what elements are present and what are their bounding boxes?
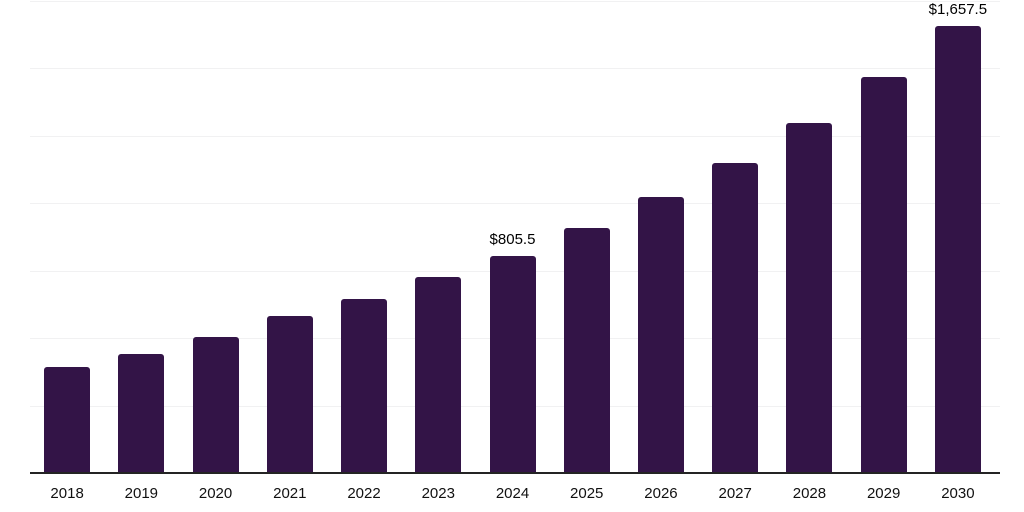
bar-2020[interactable] (192, 337, 239, 473)
bar-2025[interactable] (563, 228, 610, 473)
bar-2030[interactable] (934, 25, 981, 473)
data-label-2030: $1,657.5 (928, 0, 988, 18)
x-tick-label-2027: 2027 (718, 485, 752, 502)
x-tick-label-2024: 2024 (495, 485, 530, 502)
x-tick-label-2030: 2030 (941, 485, 975, 502)
bar-2027[interactable] (712, 162, 759, 473)
x-tick-label-2028: 2028 (792, 485, 827, 502)
bar-2024[interactable] (489, 255, 536, 473)
bar-2026[interactable] (637, 197, 684, 473)
bar-2029[interactable] (860, 77, 907, 473)
x-tick-label-2020: 2020 (198, 485, 233, 502)
bar-2019[interactable] (118, 354, 165, 473)
x-tick-label-2018: 2018 (50, 485, 84, 502)
gridline-1500 (30, 68, 1000, 70)
gridline-1250 (30, 135, 1000, 137)
x-tick-label-2021: 2021 (273, 485, 307, 502)
gridline-1000 (30, 203, 1000, 205)
bar-2028[interactable] (786, 123, 833, 473)
bar-2022[interactable] (341, 299, 388, 473)
data-label-2024: $805.5 (489, 230, 536, 248)
x-tick-label-2022: 2022 (347, 485, 381, 502)
bar-2018[interactable] (44, 366, 91, 473)
x-tick-label-2023: 2023 (421, 485, 455, 502)
x-tick-label-2019: 2019 (124, 485, 159, 502)
x-tick-label-2029: 2029 (866, 485, 901, 502)
x-tick-label-2025: 2025 (570, 485, 604, 502)
bar-2023[interactable] (415, 277, 462, 473)
x-tick-label-2026: 2026 (644, 485, 678, 502)
x-axis-line (30, 472, 1000, 474)
bar-2021[interactable] (266, 316, 313, 473)
gridline-1750 (30, 1, 1000, 2)
